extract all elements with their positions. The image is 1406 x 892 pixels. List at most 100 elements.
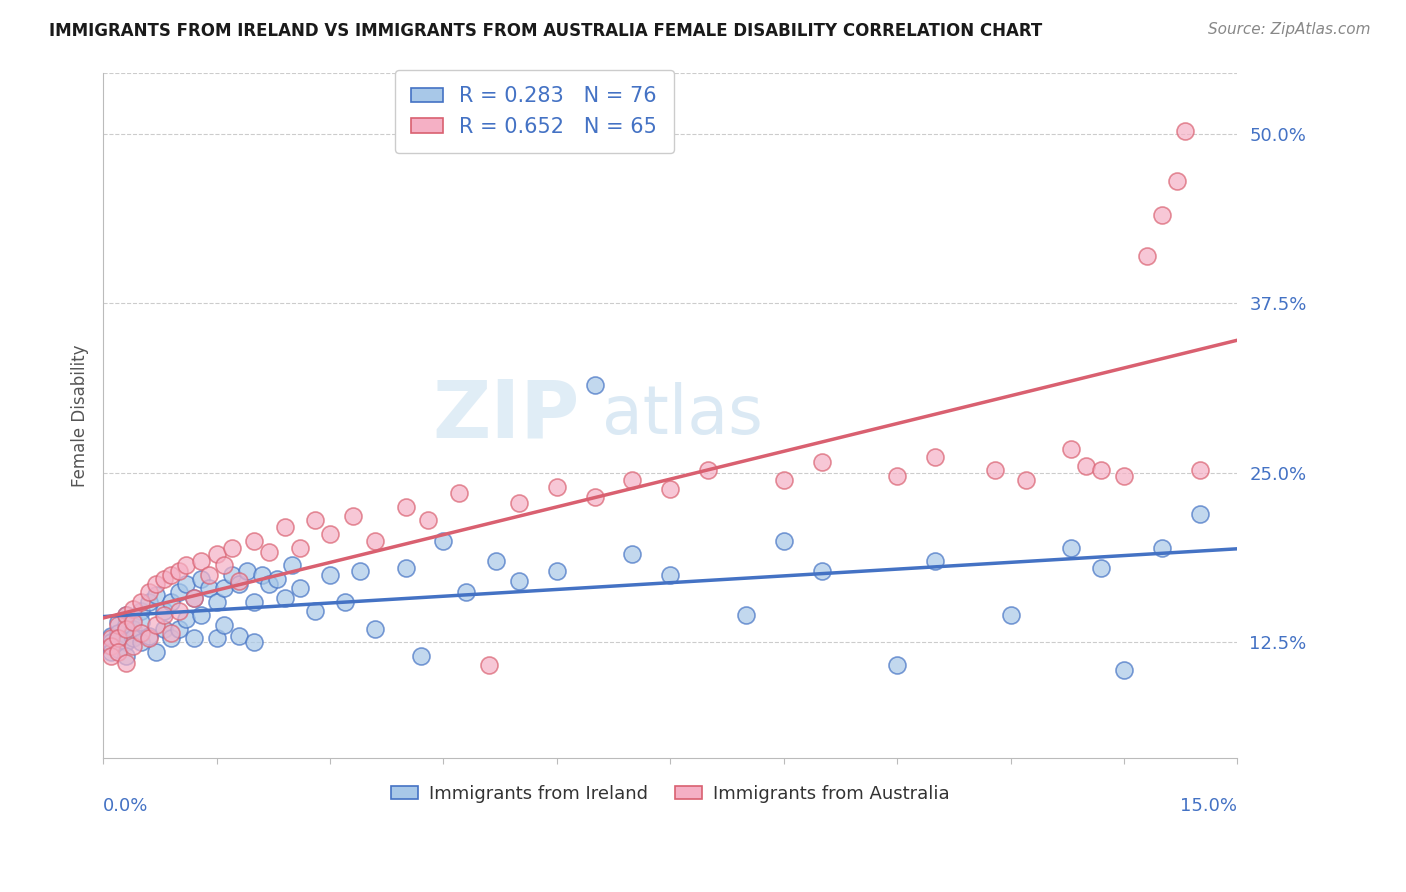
Point [1112,468,1135,483]
Point [176,612,198,626]
Point [886,468,908,483]
Point [394,500,416,514]
Point [129,604,152,618]
Point [228,577,250,591]
Point [409,648,432,663]
Point [1150,541,1173,555]
Y-axis label: Female Disability: Female Disability [72,344,89,486]
Point [333,595,356,609]
Point [1060,442,1083,456]
Point [114,635,136,649]
Point [107,615,129,629]
Point [621,547,644,561]
Point [984,463,1007,477]
Point [183,591,205,605]
Point [100,632,122,646]
Point [243,595,266,609]
Point [1173,124,1195,138]
Point [1090,561,1112,575]
Point [243,533,266,548]
Point [1112,663,1135,677]
Point [205,595,228,609]
Point [259,577,281,591]
Point [924,554,946,568]
Point [349,564,371,578]
Point [114,608,136,623]
Point [319,527,342,541]
Point [1188,507,1211,521]
Point [122,622,145,636]
Point [205,632,228,646]
Point [122,632,145,646]
Point [212,558,235,573]
Point [583,491,606,505]
Point [236,564,259,578]
Point [160,595,183,609]
Text: Source: ZipAtlas.com: Source: ZipAtlas.com [1208,22,1371,37]
Point [152,604,174,618]
Point [432,533,454,548]
Point [107,626,129,640]
Point [167,585,190,599]
Point [129,635,152,649]
Point [1076,459,1098,474]
Point [228,574,250,589]
Point [447,486,470,500]
Point [810,564,832,578]
Point [228,629,250,643]
Point [145,588,167,602]
Point [221,567,243,582]
Point [697,463,720,477]
Point [924,450,946,464]
Point [243,635,266,649]
Point [176,558,198,573]
Point [138,632,160,646]
Point [122,612,145,626]
Point [100,640,122,654]
Point [138,629,160,643]
Point [114,648,136,663]
Point [145,617,167,632]
Point [145,645,167,659]
Text: IMMIGRANTS FROM IRELAND VS IMMIGRANTS FROM AUSTRALIA FEMALE DISABILITY CORRELATI: IMMIGRANTS FROM IRELAND VS IMMIGRANTS FR… [49,22,1042,40]
Point [205,547,228,561]
Point [100,635,122,649]
Text: ZIP: ZIP [432,376,579,454]
Point [160,567,183,582]
Point [304,604,326,618]
Point [418,513,440,527]
Point [167,604,190,618]
Point [1015,473,1038,487]
Point [735,608,758,623]
Point [152,608,174,623]
Point [456,585,478,599]
Point [1166,174,1188,188]
Point [508,496,530,510]
Point [122,615,145,629]
Point [152,622,174,636]
Point [122,601,145,615]
Point [273,591,295,605]
Point [288,581,311,595]
Point [152,572,174,586]
Point [546,564,568,578]
Point [394,561,416,575]
Point [114,622,136,636]
Text: 0.0%: 0.0% [103,797,149,814]
Point [546,479,568,493]
Point [176,577,198,591]
Point [129,626,152,640]
Point [1090,463,1112,477]
Point [107,645,129,659]
Point [212,617,235,632]
Text: 15.0%: 15.0% [1181,797,1237,814]
Point [342,509,364,524]
Point [304,513,326,527]
Point [122,640,145,654]
Point [138,595,160,609]
Legend: Immigrants from Ireland, Immigrants from Australia: Immigrants from Ireland, Immigrants from… [384,778,957,810]
Point [190,608,212,623]
Point [1150,208,1173,222]
Point [145,577,167,591]
Point [198,581,221,595]
